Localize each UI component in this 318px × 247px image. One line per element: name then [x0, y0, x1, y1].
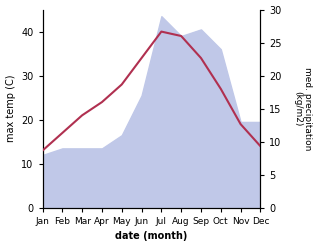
Y-axis label: med. precipitation
(kg/m2): med. precipitation (kg/m2) — [293, 67, 313, 150]
Y-axis label: max temp (C): max temp (C) — [5, 75, 16, 143]
X-axis label: date (month): date (month) — [115, 231, 188, 242]
